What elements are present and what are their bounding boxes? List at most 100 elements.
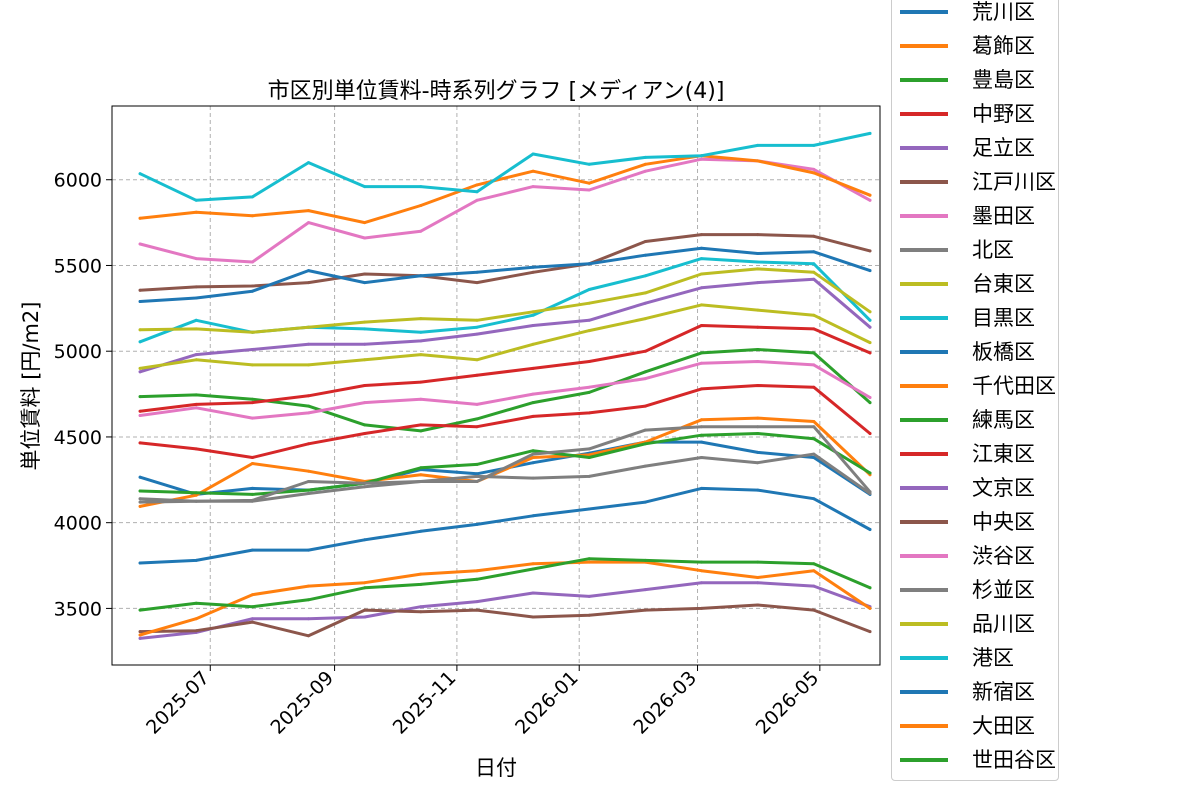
series-14 <box>138 581 872 640</box>
data-point <box>531 324 535 327</box>
data-point <box>587 456 591 459</box>
data-point <box>419 480 423 483</box>
legend-swatch <box>900 44 948 48</box>
data-point <box>419 582 423 586</box>
data-point <box>587 560 591 564</box>
legend-label: 文京区 <box>972 476 1035 500</box>
data-point <box>868 586 872 590</box>
data-point <box>363 615 367 619</box>
legend-swatch <box>900 10 948 14</box>
data-point <box>868 351 872 355</box>
legend-swatch <box>900 418 948 422</box>
data-point <box>363 581 367 585</box>
data-point <box>812 363 816 367</box>
data-point <box>868 318 872 322</box>
data-point <box>812 497 816 501</box>
data-point <box>868 269 872 273</box>
data-point <box>756 603 760 607</box>
data-point <box>587 288 591 291</box>
legend-swatch <box>900 180 948 184</box>
data-point <box>812 452 816 456</box>
data-point <box>700 433 703 437</box>
data-point <box>868 528 872 531</box>
series-3 <box>138 324 872 413</box>
legend-item: 文京区 <box>900 471 1056 505</box>
data-point <box>812 351 816 355</box>
data-point <box>419 185 423 189</box>
data-point <box>475 608 479 612</box>
series-line <box>138 267 872 334</box>
data-point <box>812 167 816 171</box>
data-point <box>194 318 198 322</box>
data-point <box>587 447 591 451</box>
data-point <box>868 193 872 197</box>
data-point <box>475 522 479 526</box>
series-line <box>138 154 872 225</box>
legend-item: 千代田区 <box>900 369 1056 403</box>
data-point <box>475 358 479 362</box>
data-point <box>475 402 479 406</box>
data-point <box>700 418 703 422</box>
legend-item: 北区 <box>900 233 1056 267</box>
legend-label: 墨田区 <box>972 204 1035 228</box>
legend-item: 中央区 <box>900 505 1056 539</box>
series-18 <box>138 267 872 334</box>
data-point <box>812 425 816 429</box>
data-point <box>194 327 198 331</box>
series-16 <box>138 360 872 420</box>
series-line <box>138 303 872 370</box>
series-17 <box>138 425 872 503</box>
data-point <box>307 492 310 495</box>
data-point <box>643 301 647 305</box>
data-point <box>138 370 142 374</box>
data-point <box>587 613 591 617</box>
data-point <box>250 363 254 367</box>
data-point <box>700 581 703 585</box>
legend-swatch <box>900 452 948 456</box>
data-point <box>756 560 760 564</box>
legend-swatch <box>900 350 948 354</box>
data-point <box>138 395 142 399</box>
data-point <box>531 366 535 370</box>
legend-label: 渋谷区 <box>972 544 1035 568</box>
data-point <box>756 488 760 492</box>
data-point <box>363 481 367 485</box>
data-point <box>307 488 310 492</box>
legend-item: 足立区 <box>900 131 1056 165</box>
data-point <box>419 330 423 334</box>
series-7 <box>138 452 872 504</box>
data-point <box>587 262 591 266</box>
data-point <box>531 310 535 314</box>
data-point <box>138 242 142 246</box>
data-point <box>363 185 367 189</box>
legend-swatch <box>900 486 948 490</box>
data-point <box>419 572 423 576</box>
series-10 <box>138 246 872 303</box>
data-point <box>587 390 591 394</box>
data-point <box>250 260 254 264</box>
x-tick-label: 2025-09 <box>266 667 338 739</box>
legend-label: 大田区 <box>972 714 1035 738</box>
legend-item: 荒川区 <box>900 0 1056 29</box>
data-point <box>868 310 872 314</box>
data-point <box>868 401 872 405</box>
data-point <box>756 348 760 351</box>
data-point <box>250 330 254 334</box>
data-point <box>250 397 254 401</box>
data-point <box>138 441 142 445</box>
x-tick-label: 2025-07 <box>142 667 214 739</box>
data-point <box>475 332 479 336</box>
data-point <box>531 591 535 595</box>
data-point <box>700 361 703 365</box>
data-point <box>531 476 535 480</box>
data-point <box>138 630 142 634</box>
data-point <box>475 462 479 466</box>
y-axis-label: 単位賃料 [円/m2] <box>19 302 43 471</box>
data-point <box>250 214 254 218</box>
legend-label: 北区 <box>972 238 1014 262</box>
data-point <box>138 561 142 565</box>
data-point <box>194 491 198 495</box>
data-point <box>194 198 198 202</box>
data-point <box>194 493 198 497</box>
data-point <box>587 385 591 389</box>
